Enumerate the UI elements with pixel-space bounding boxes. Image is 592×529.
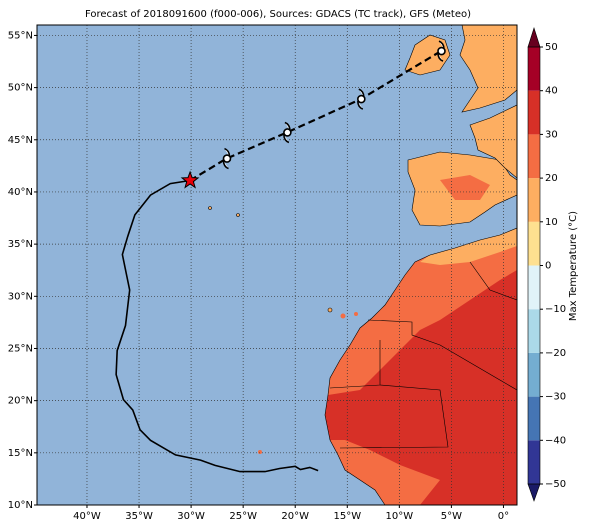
colorbar-tick-label: 30	[545, 129, 558, 140]
x-tick-label: 20°W	[281, 511, 309, 522]
africa-zone	[328, 228, 517, 395]
cyclone-symbol	[283, 121, 292, 144]
colorbar-tick-label: −10	[545, 304, 566, 315]
colorbar: −50 −40 −30 −20 −10 0 10 20 30 40 50	[527, 27, 566, 502]
colorbar-tick-label: 40	[545, 86, 558, 97]
colorbar-tick-label: −50	[545, 479, 566, 490]
tracks	[115, 40, 446, 473]
cyclone-symbol	[437, 40, 446, 62]
africa-coast	[324, 227, 517, 505]
x-tick-label: 35°W	[125, 511, 153, 522]
colorbar-tick-label: −30	[545, 392, 566, 403]
iberia-zone	[440, 175, 490, 200]
cyclone-symbol	[357, 88, 366, 110]
title: Forecast of 2018091600 (f000-006), Sourc…	[85, 9, 471, 20]
colorbar-tick-label: −40	[545, 435, 566, 446]
colorbar-tick-label: 20	[545, 173, 558, 184]
colorbar-extend	[527, 483, 541, 502]
border	[367, 319, 517, 391]
land	[208, 25, 517, 505]
current-position	[180, 170, 200, 189]
colorbar-segment	[528, 47, 540, 91]
past-track	[115, 179, 319, 473]
y-tick-label: 25°N	[8, 343, 33, 354]
colorbar-segment	[528, 221, 540, 266]
map-frame	[36, 24, 518, 506]
island	[258, 450, 262, 454]
colorbar-segment	[528, 396, 540, 441]
colorbar-tick-label: 10	[545, 217, 558, 228]
y-tick-label: 35°N	[8, 239, 33, 250]
colorbar-tick-label: 0	[545, 261, 551, 272]
y-tick-label: 50°N	[8, 83, 33, 94]
colorbar-segment	[528, 440, 540, 484]
forecast-track	[189, 50, 442, 182]
france	[469, 104, 517, 179]
y-tick-label: 15°N	[8, 448, 33, 459]
colorbar-tick-label: −20	[545, 348, 566, 359]
island	[354, 312, 358, 316]
border	[339, 384, 449, 449]
africa-zone	[420, 228, 517, 265]
colorbar-segment	[528, 178, 540, 222]
x-tick-label: 5°W	[441, 511, 462, 522]
colorbar-segment	[528, 309, 540, 353]
y-tick-label: 20°N	[8, 396, 33, 407]
x-tick-label: 15°W	[333, 511, 361, 522]
border	[469, 261, 517, 301]
colorbar-segment	[528, 90, 540, 135]
island	[327, 307, 333, 313]
africa-zone	[330, 440, 440, 505]
x-tick-label: 25°W	[229, 511, 257, 522]
island	[236, 213, 240, 217]
colorbar-extend	[527, 27, 541, 48]
island	[340, 313, 346, 319]
y-tick-label: 10°N	[8, 500, 33, 511]
y-tick-label: 40°N	[8, 187, 33, 198]
cyclone-symbol	[222, 147, 232, 170]
island	[208, 206, 212, 210]
y-tick-label: 55°N	[8, 30, 33, 41]
x-tick-label: 40°W	[73, 511, 101, 522]
y-tick-label: 45°N	[8, 135, 33, 146]
colorbar-segment	[528, 134, 540, 179]
colorbar-segment	[528, 352, 540, 397]
x-tick-label: 10°W	[386, 511, 414, 522]
colorbar-label: Max Temperature (°C)	[568, 211, 579, 321]
britain	[459, 25, 517, 113]
colorbar-segment	[528, 265, 540, 310]
y-tick-label: 30°N	[8, 291, 33, 302]
x-tick-label: 0°	[498, 511, 509, 522]
colorbar-tick-label: 50	[545, 42, 558, 53]
x-tick-label: 30°W	[177, 511, 205, 522]
